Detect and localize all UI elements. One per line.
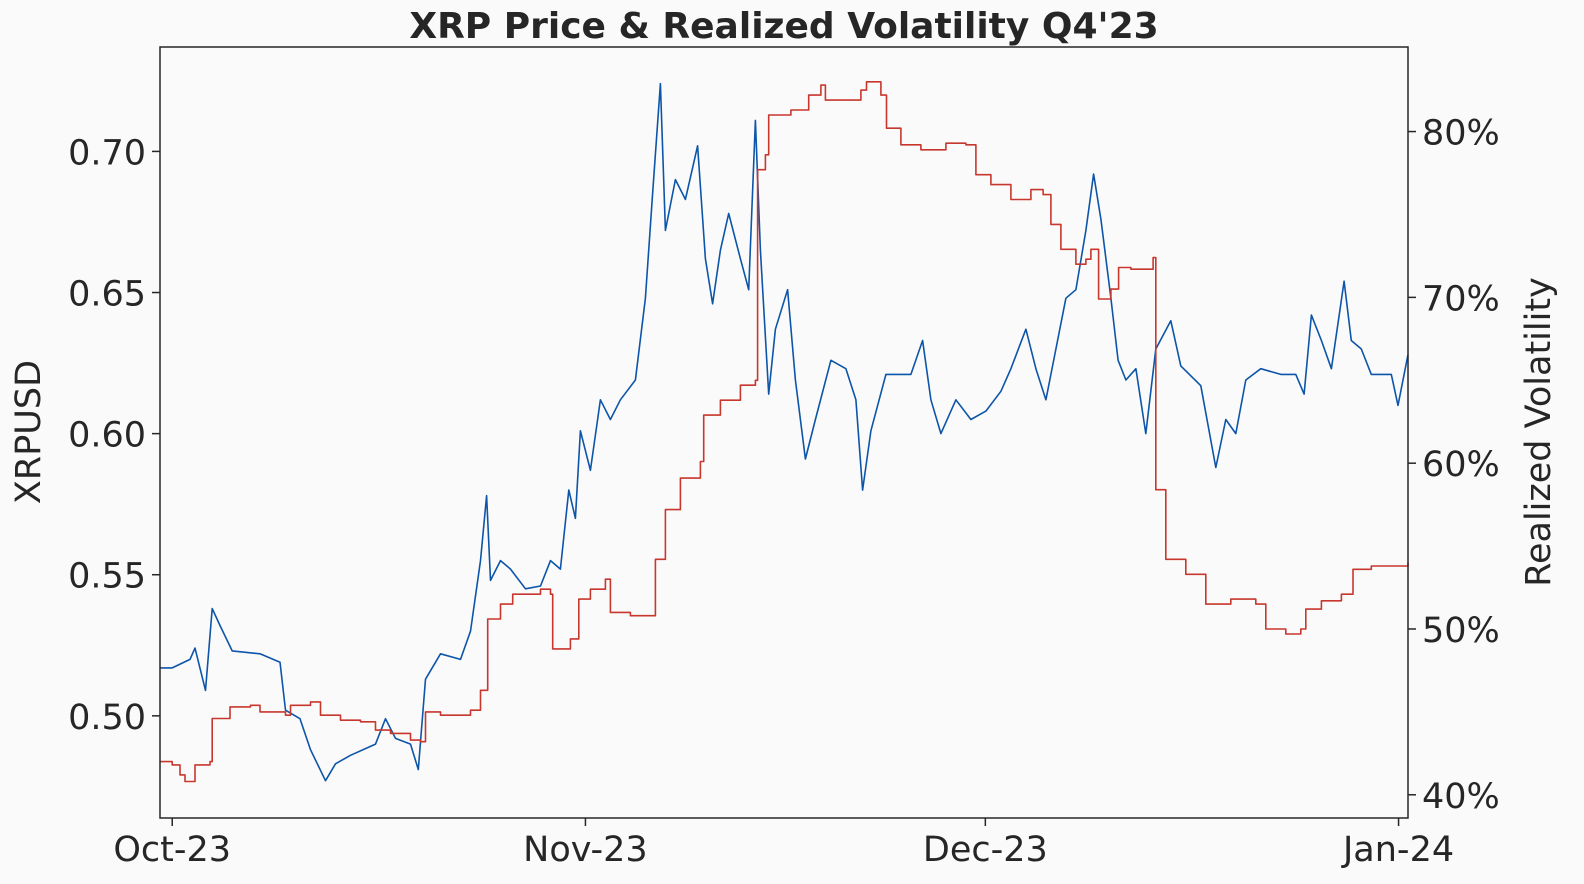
y-tick-label: 0.70 xyxy=(68,133,146,173)
y2-tick-label: 40% xyxy=(1422,777,1500,817)
y-tick-label: 0.50 xyxy=(68,698,146,738)
x-tick-label: Oct-23 xyxy=(113,830,231,870)
volatility-line xyxy=(160,81,1409,783)
y-axis-label: XRPUSD xyxy=(9,360,49,504)
series-layer xyxy=(160,81,1409,783)
y-tick-label: 0.60 xyxy=(68,416,146,456)
plot-frame xyxy=(159,46,1409,819)
y-tick-label: 0.55 xyxy=(68,557,146,597)
y2-tick-label: 80% xyxy=(1422,114,1500,154)
x-tick-label: Jan-24 xyxy=(1341,830,1454,870)
y2-axis-label: Realized Volatility xyxy=(1519,277,1559,587)
y-tick-label: 0.65 xyxy=(68,275,146,315)
x-tick-label: Nov-23 xyxy=(523,830,648,870)
y2-tick-label: 70% xyxy=(1422,279,1500,319)
tick-layer: Oct-23 Nov-23 Dec-23 Jan-24 0.50 0.55 0.60 0.65… xyxy=(68,114,1500,870)
chart-title: XRP Price & Realized Volatility Q4'23 xyxy=(409,6,1158,47)
price-line xyxy=(160,82,1409,782)
y2-tick-label: 60% xyxy=(1422,445,1500,485)
y2-tick-label: 50% xyxy=(1422,611,1500,651)
x-tick-label: Dec-23 xyxy=(923,830,1048,870)
